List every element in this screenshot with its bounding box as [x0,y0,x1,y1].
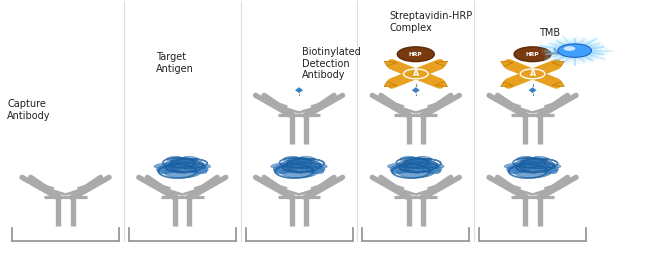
Ellipse shape [176,160,201,167]
Circle shape [397,47,434,62]
Ellipse shape [534,156,549,161]
Ellipse shape [428,163,444,168]
Ellipse shape [508,167,525,174]
Ellipse shape [288,158,311,164]
Ellipse shape [390,164,417,173]
Ellipse shape [391,167,408,174]
Ellipse shape [408,164,424,169]
Circle shape [541,37,608,64]
Ellipse shape [157,164,183,173]
Ellipse shape [417,156,432,161]
Ellipse shape [171,158,194,164]
Circle shape [404,69,428,79]
Ellipse shape [194,163,211,168]
Circle shape [552,42,597,59]
Polygon shape [500,61,514,66]
Polygon shape [552,82,564,87]
Ellipse shape [281,166,318,178]
Circle shape [520,69,545,79]
Ellipse shape [174,164,191,169]
Ellipse shape [532,164,558,173]
Ellipse shape [526,160,551,167]
Polygon shape [500,82,514,87]
Ellipse shape [517,156,532,161]
Polygon shape [528,87,538,94]
Ellipse shape [271,163,287,168]
Ellipse shape [164,166,201,178]
Ellipse shape [292,160,317,167]
Text: HRP: HRP [526,52,540,57]
Text: HRP: HRP [409,52,423,57]
Ellipse shape [404,158,427,164]
Ellipse shape [274,167,292,174]
Ellipse shape [514,160,539,167]
Polygon shape [294,87,304,94]
Ellipse shape [409,160,434,167]
Text: Target
Antigen: Target Antigen [157,53,194,74]
Ellipse shape [158,167,175,174]
Text: Biotinylated
Detection
Antibody: Biotinylated Detection Antibody [302,47,361,80]
Text: Streptavidin-HRP
Complex: Streptavidin-HRP Complex [390,11,473,33]
Text: TMB: TMB [540,28,561,38]
Ellipse shape [521,158,544,164]
Ellipse shape [398,160,423,167]
Ellipse shape [190,167,207,174]
Ellipse shape [154,163,170,168]
Text: A: A [530,69,536,78]
Ellipse shape [504,163,521,168]
Ellipse shape [164,160,189,167]
Ellipse shape [300,156,315,161]
Ellipse shape [524,164,541,169]
Ellipse shape [273,164,300,173]
Ellipse shape [397,166,434,178]
Ellipse shape [423,167,441,174]
Circle shape [547,40,602,61]
Polygon shape [552,61,564,66]
Circle shape [564,46,575,51]
Ellipse shape [306,167,324,174]
Polygon shape [435,61,448,66]
Ellipse shape [183,156,198,161]
Polygon shape [384,61,396,66]
Ellipse shape [281,160,306,167]
Ellipse shape [298,164,325,173]
Ellipse shape [415,164,442,173]
Ellipse shape [291,164,307,169]
Ellipse shape [311,163,328,168]
Circle shape [514,47,551,62]
Ellipse shape [506,164,534,173]
Polygon shape [411,87,421,94]
Ellipse shape [166,156,181,161]
Ellipse shape [540,167,557,174]
Ellipse shape [387,163,404,168]
Ellipse shape [181,164,208,173]
Text: A: A [413,69,419,78]
Ellipse shape [544,163,561,168]
Ellipse shape [514,166,551,178]
Polygon shape [435,82,448,87]
Circle shape [558,44,592,57]
Text: Capture
Antibody: Capture Antibody [7,99,51,121]
Polygon shape [384,82,396,87]
Ellipse shape [283,156,298,161]
Ellipse shape [400,156,415,161]
